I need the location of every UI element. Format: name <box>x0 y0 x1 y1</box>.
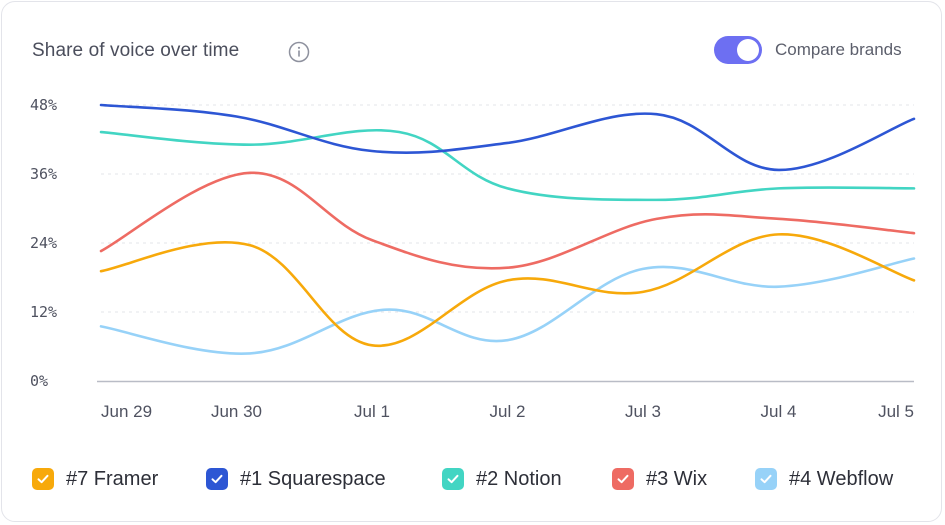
checkbox-checked-icon <box>442 468 464 490</box>
legend-label: #4 Webflow <box>789 467 894 490</box>
toggle-knob <box>737 39 759 61</box>
y-tick-label: 12% <box>30 303 57 321</box>
series-line-notion <box>99 128 916 202</box>
x-tick-label: Jun 29 <box>101 402 152 421</box>
x-tick-label: Jul 2 <box>490 402 526 421</box>
series-line-webflow <box>99 257 916 355</box>
compare-brands-label: Compare brands <box>775 40 902 59</box>
legend-item-webflow[interactable]: #4 Webflow <box>755 463 893 495</box>
series-line-wix <box>99 171 916 270</box>
checkbox-checked-icon <box>755 468 777 490</box>
checkbox-checked-icon <box>612 468 634 490</box>
line-chart: 0% 12% 24% 36% 48% Jun 29 Jun 30 Jul 1 Jul 2 Jul … <box>30 96 916 421</box>
legend-item-wix[interactable]: #3 Wix <box>612 463 707 495</box>
x-tick-label: Jun 30 <box>211 402 262 421</box>
legend-label: #1 Squarespace <box>240 467 386 490</box>
chart-legend: #7 Framer #1 Squarespace #2 Notion #3 Wix #4… <box>0 463 945 495</box>
x-tick-label: Jul 5 <box>878 402 914 421</box>
legend-label: #7 Framer <box>66 467 159 490</box>
legend-label: #3 Wix <box>646 467 708 490</box>
legend-item-squarespace[interactable]: #1 Squarespace <box>206 463 386 495</box>
series-line-framer <box>99 233 916 348</box>
chart-title: Share of voice over time <box>32 40 240 61</box>
checkbox-checked-icon <box>32 468 54 490</box>
y-tick-label: 36% <box>30 165 57 183</box>
checkbox-checked-icon <box>206 468 228 490</box>
x-tick-label: Jul 1 <box>354 402 390 421</box>
y-tick-label: 0% <box>30 372 48 390</box>
x-tick-label: Jul 3 <box>625 402 661 421</box>
y-tick-label: 48% <box>30 96 57 114</box>
legend-item-notion[interactable]: #2 Notion <box>442 463 562 495</box>
series-line-squarespace <box>99 103 916 172</box>
compare-brands-toggle[interactable] <box>714 36 762 64</box>
legend-item-framer[interactable]: #7 Framer <box>32 463 158 495</box>
info-icon[interactable] <box>288 41 310 63</box>
y-tick-label: 24% <box>30 234 57 252</box>
x-tick-label: Jul 4 <box>761 402 797 421</box>
legend-label: #2 Notion <box>476 467 562 490</box>
